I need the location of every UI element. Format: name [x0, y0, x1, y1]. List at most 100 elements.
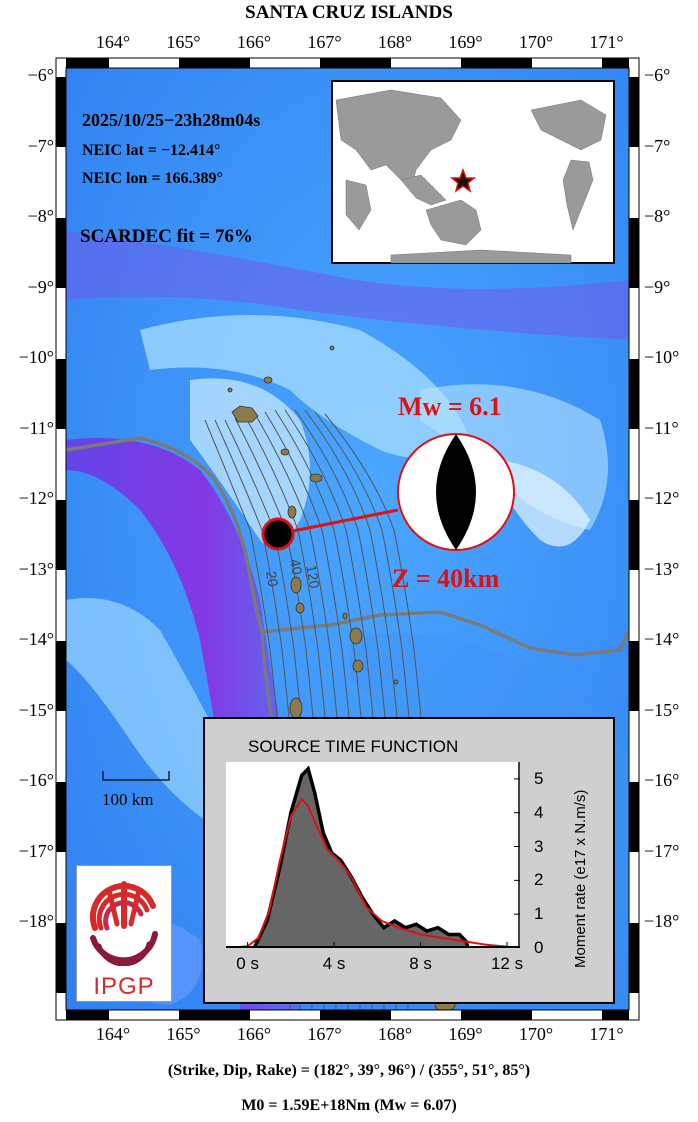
frame-segment-left — [56, 218, 66, 288]
lon-tick-label: 168° — [377, 1024, 413, 1044]
stf-y-tick-label: 1 — [534, 904, 544, 924]
lat-tick-label: −13° — [18, 558, 54, 579]
stf-x-tick-label: 12 s — [490, 954, 524, 973]
lat-tick-label: −17° — [18, 840, 54, 861]
depth-label: Z = 40km — [392, 564, 500, 593]
lat-tick-label: −10° — [18, 347, 54, 367]
nodal-planes: (Strike, Dip, Rake) = (182°, 39°, 96°) /… — [167, 1062, 531, 1079]
lon-tick-label: 171° — [589, 1024, 624, 1044]
lat-tick-label: −14° — [644, 629, 680, 649]
lat-tick-label: −9° — [644, 276, 671, 297]
frame-segment-bottom — [602, 1010, 629, 1020]
epicenter-marker — [261, 517, 295, 551]
frame-segment-right — [629, 641, 639, 711]
lat-tick-label: −11° — [644, 417, 679, 438]
lon-tick-label: 165° — [166, 32, 201, 52]
lat-tick-label: −7° — [27, 135, 54, 156]
lon-tick-label: 171° — [589, 32, 624, 52]
lat-tick-label: −18° — [644, 911, 680, 931]
stf-title: SOURCE TIME FUNCTION — [248, 737, 459, 756]
frame-segment-left — [56, 359, 66, 429]
lon-tick-label: 168° — [377, 32, 413, 52]
stf-y-tick-label: 5 — [534, 768, 544, 788]
world-inset-map — [331, 80, 615, 264]
frame-segment-left — [56, 923, 66, 993]
frame-segment-left — [56, 641, 66, 711]
contour-label-20: 20 — [263, 570, 281, 588]
lon-tick-label: 166° — [236, 1024, 272, 1044]
stf-x-tick-label: 4 s — [322, 954, 346, 973]
ipgp-logo-mark — [90, 881, 158, 967]
lat-tick-label: −6° — [27, 65, 54, 85]
lon-tick-label: 167° — [307, 32, 342, 52]
lon-tick-label: 170° — [518, 1024, 554, 1044]
lon-tick-label: 169° — [448, 32, 483, 52]
seismic-moment: M0 = 1.59E+18Nm (Mw = 6.07) — [241, 1097, 457, 1114]
frame-segment-bottom — [179, 1010, 250, 1020]
frame-segment-right — [629, 500, 639, 570]
frame-segment-right — [629, 782, 639, 852]
event-lat: NEIC lat = −12.414° — [82, 142, 221, 159]
stf-red-series — [226, 797, 520, 948]
event-datetime: 2025/10/25−23h28m04s — [82, 110, 261, 130]
frame-segment-right — [629, 359, 639, 429]
stf-plot — [226, 762, 520, 948]
lon-tick-label: 167° — [307, 1024, 342, 1044]
lat-tick-label: −11° — [19, 417, 54, 438]
map-title: SANTA CRUZ ISLANDS — [245, 2, 453, 23]
scardec-fit: SCARDEC fit = 76% — [80, 226, 253, 247]
stf-y-tick-label: 3 — [534, 836, 544, 856]
lat-tick-label: −14° — [18, 629, 54, 649]
scale-bar — [102, 771, 170, 781]
lon-tick-label: 165° — [166, 1024, 201, 1044]
frame-segment-left — [56, 77, 66, 147]
stf-y-axis-label: Moment rate (e17 x N.m/s) — [572, 789, 589, 968]
lat-tick-label: −8° — [644, 206, 671, 226]
lat-tick-label: −12° — [18, 488, 54, 508]
map-frame-ticks — [56, 58, 639, 1020]
frame-segment-top — [461, 58, 532, 68]
lat-tick-label: −18° — [18, 911, 54, 931]
stf-y-tick-label: 4 — [534, 802, 544, 822]
event-lon: NEIC lon = 166.389° — [82, 170, 223, 187]
frame-segment-top — [602, 58, 629, 68]
contour-label-40: 40 — [287, 558, 305, 576]
stf-x-tick-label: 0 s — [236, 954, 259, 973]
lat-tick-label: −15° — [644, 699, 680, 720]
ipgp-logo: IPGP — [76, 865, 172, 1002]
frame-segment-bottom — [461, 1010, 532, 1020]
lat-tick-label: −16° — [644, 770, 680, 790]
frame-segment-right — [629, 77, 639, 147]
scale-bar-label: 100 km — [102, 790, 154, 809]
lat-tick-label: −8° — [27, 206, 54, 226]
lat-tick-label: −12° — [644, 488, 680, 508]
stf-y-tick-label: 0 — [534, 938, 544, 957]
lon-tick-label: 169° — [448, 1024, 483, 1044]
lat-tick-label: −9° — [27, 276, 54, 297]
frame-segment-top — [179, 58, 250, 68]
frame-segment-bottom — [320, 1010, 391, 1020]
frame-segment-left — [56, 500, 66, 570]
lat-tick-label: −17° — [644, 840, 680, 861]
lon-tick-label: 170° — [518, 32, 554, 52]
lon-tick-label: 164° — [95, 1024, 131, 1044]
lon-tick-label: 164° — [95, 32, 131, 52]
focal-mechanism-beachball — [397, 433, 515, 551]
frame-segment-left — [56, 782, 66, 852]
contour-label-120: 120 — [303, 564, 323, 590]
lat-tick-label: −16° — [18, 770, 54, 790]
frame-segment-right — [629, 923, 639, 993]
lat-tick-label: −13° — [644, 558, 680, 579]
lon-tick-label: 166° — [236, 32, 272, 52]
stf-tick-marks — [247, 778, 520, 948]
ipgp-logo-text: IPGP — [93, 973, 155, 1000]
frame-segment-top — [66, 58, 109, 68]
frame-segment-bottom — [66, 1010, 109, 1020]
stf-y-tick-label: 2 — [534, 870, 544, 890]
lat-tick-label: −7° — [644, 135, 671, 156]
frame-segment-right — [629, 218, 639, 288]
lat-tick-label: −6° — [644, 65, 671, 85]
stf-area-series — [252, 765, 470, 948]
event-star-icon — [449, 167, 477, 193]
frame-segment-top — [320, 58, 391, 68]
